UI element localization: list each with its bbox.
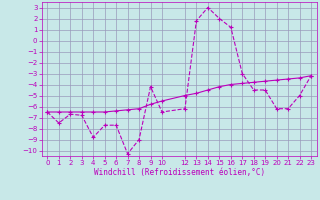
X-axis label: Windchill (Refroidissement éolien,°C): Windchill (Refroidissement éolien,°C) [94, 168, 265, 177]
